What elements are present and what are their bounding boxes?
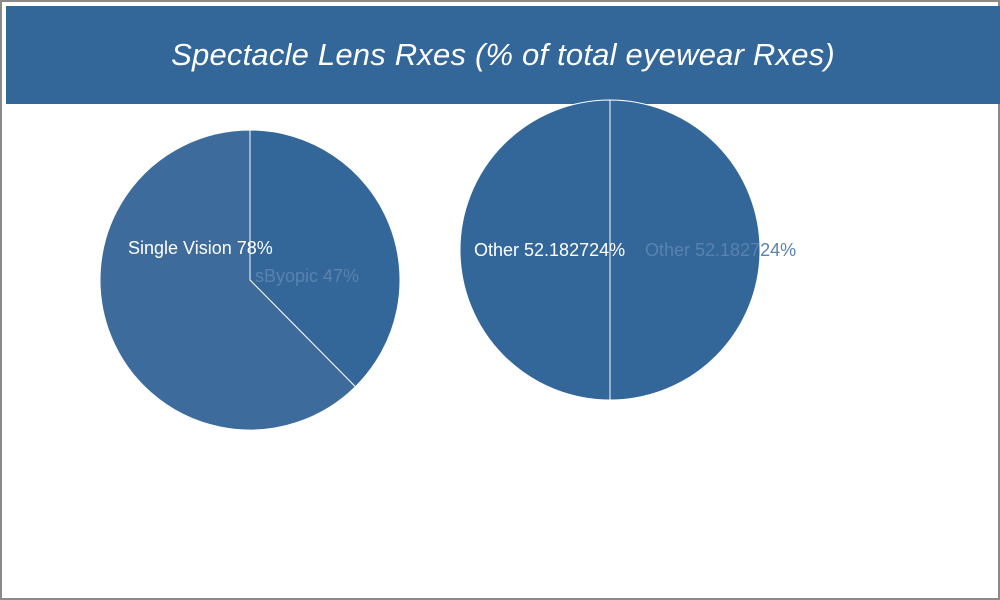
- slice-label-single-vision: Single Vision 78%: [128, 238, 273, 258]
- slice-label-other: Other 52.182724%: [645, 240, 796, 260]
- chart-title: Spectacle Lens Rxes (% of total eyewear …: [171, 37, 835, 72]
- title-bar: Spectacle Lens Rxes (% of total eyewear …: [6, 6, 1000, 104]
- pie-slice-other: [459, 99, 611, 401]
- pie-chart-lens-types: sByopic 47% Single Vision 78%: [99, 129, 401, 431]
- pie-slice-single-vision: [99, 129, 357, 431]
- pie-slice-other: [609, 99, 761, 401]
- pie-chart-other: Other 52.182724% Other 52.182724%: [459, 99, 796, 401]
- slice-label-sbyopic: sByopic 47%: [255, 266, 359, 286]
- pie-slice-sbyopic: [249, 129, 401, 388]
- slice-label-other: Other 52.182724%: [474, 240, 625, 260]
